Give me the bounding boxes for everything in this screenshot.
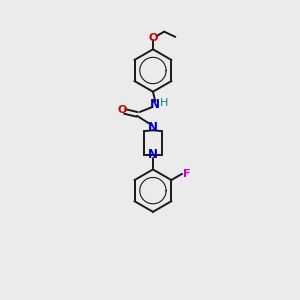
Text: N: N <box>148 121 158 134</box>
Text: O: O <box>148 33 158 43</box>
Text: O: O <box>118 105 127 115</box>
Text: N: N <box>150 98 160 111</box>
Text: H: H <box>160 98 168 108</box>
Text: N: N <box>148 148 158 161</box>
Text: F: F <box>184 169 191 179</box>
